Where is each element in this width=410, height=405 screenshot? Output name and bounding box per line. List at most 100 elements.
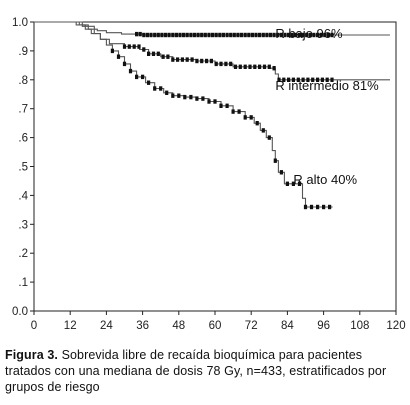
censor-mark	[160, 32, 164, 38]
figure-caption: Figura 3. Sobrevida libre de recaída bio…	[5, 347, 405, 395]
censor-mark	[189, 94, 193, 100]
censor-mark	[303, 204, 308, 210]
censor-mark	[218, 32, 222, 38]
censor-mark	[110, 48, 114, 54]
censor-mark	[178, 32, 182, 38]
caption-label: Figura 3.	[5, 348, 58, 362]
censor-mark	[145, 32, 149, 38]
censor-mark	[268, 32, 273, 38]
censor-mark	[219, 103, 223, 108]
censor-mark	[322, 204, 326, 210]
censor-mark	[135, 31, 139, 37]
censor-mark	[258, 64, 262, 69]
censor-mark	[171, 32, 175, 38]
censor-mark	[185, 57, 189, 62]
censor-mark	[138, 31, 142, 37]
censor-mark	[180, 57, 184, 62]
x-tick-label: 12	[64, 320, 77, 332]
censor-mark	[214, 61, 218, 67]
y-tick-label: .1	[18, 277, 28, 289]
chart-labels-layer: R bajo 96% R intermedio 81% R alto 40%	[275, 26, 379, 187]
censor-mark	[159, 86, 163, 91]
censor-mark	[229, 32, 233, 38]
censor-mark	[285, 181, 289, 186]
censor-mark	[326, 32, 330, 38]
censor-mark	[243, 115, 247, 120]
censor-mark	[243, 64, 247, 69]
censor-mark	[207, 32, 211, 38]
censor-mark	[254, 32, 258, 38]
survival-curve-line	[34, 21, 333, 208]
caption-text: Sobrevida libre de recaída bioquímica pa…	[5, 348, 387, 394]
censor-mark	[316, 204, 320, 210]
censor-mark	[156, 51, 160, 56]
censor-mark	[122, 61, 127, 67]
censor-mark	[167, 32, 171, 38]
censor-mark	[265, 32, 269, 38]
censor-mark	[301, 77, 305, 82]
y-tick-label: 1.0	[12, 17, 28, 29]
censor-mark	[207, 99, 211, 104]
survival-chart: 0.0 .1 .2 .3 .4 .5 .6 .7 .8 .9 1.0 0 12 24 36 48 60 72 84 9…	[12, 17, 406, 332]
censor-mark	[320, 77, 324, 82]
censor-mark	[153, 86, 157, 91]
censor-mark	[294, 32, 298, 38]
censor-mark	[237, 109, 241, 114]
censor-mark	[214, 32, 218, 38]
censor-mark	[189, 32, 193, 38]
x-tick-label: 60	[209, 320, 222, 332]
y-tick-label: .2	[18, 248, 28, 260]
x-tick-label: 72	[245, 320, 258, 332]
censor-mark	[182, 32, 186, 38]
censor-mark	[291, 181, 295, 186]
censor-mark	[261, 128, 265, 133]
censor-mark	[166, 54, 170, 59]
x-tick-label: 108	[350, 320, 369, 332]
censor-mark	[287, 77, 291, 82]
censor-mark	[323, 32, 327, 38]
censor-mark	[142, 47, 146, 52]
censor-mark	[137, 44, 141, 49]
y-tick-label: .7	[18, 104, 28, 116]
censor-mark	[301, 32, 305, 38]
censor-mark	[239, 32, 244, 38]
y-tick-label: 0.0	[12, 306, 28, 318]
censor-mark	[272, 32, 276, 38]
censor-mark	[196, 32, 200, 38]
censor-mark	[312, 32, 316, 38]
x-tick-label: 24	[100, 320, 113, 332]
censor-mark	[291, 77, 295, 82]
censor-mark	[261, 32, 265, 38]
censor-mark	[225, 103, 229, 108]
censor-mark	[128, 68, 133, 74]
censor-mark	[277, 77, 281, 82]
censor-mark	[328, 204, 332, 210]
y-tick-label: .4	[18, 190, 28, 202]
censor-mark	[195, 96, 199, 101]
censor-mark	[153, 32, 157, 38]
censor-mark	[255, 121, 259, 126]
y-tick-label: .8	[18, 75, 28, 87]
censor-mark	[127, 44, 131, 49]
censor-mark	[225, 32, 229, 38]
censor-mark	[272, 66, 276, 71]
censor-mark	[231, 109, 235, 114]
censor-mark	[149, 32, 153, 38]
censor-mark	[319, 32, 323, 38]
censor-mark	[213, 99, 217, 104]
censor-mark	[200, 58, 204, 64]
censor-mark	[147, 80, 151, 85]
x-tick-label: 48	[172, 320, 185, 332]
censor-mark	[171, 57, 175, 62]
censor-mark	[183, 94, 187, 100]
censor-mark	[142, 32, 146, 38]
censor-mark	[249, 115, 253, 120]
censor-mark	[258, 32, 262, 38]
censor-mark	[165, 90, 169, 95]
censor-mark	[267, 64, 271, 69]
censor-mark	[122, 44, 127, 49]
censor-mark	[221, 32, 225, 38]
censor-mark	[190, 57, 194, 62]
censor-mark	[200, 32, 204, 38]
x-tick-label: 120	[386, 320, 405, 332]
